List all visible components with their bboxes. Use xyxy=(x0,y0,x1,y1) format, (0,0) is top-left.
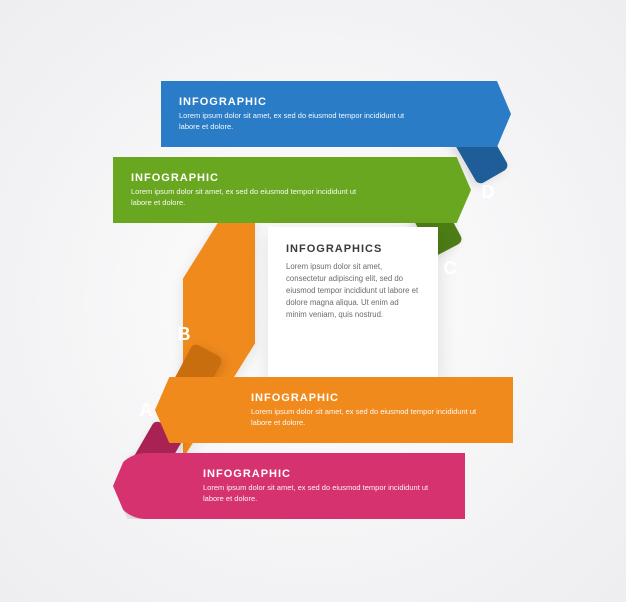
letter-D: D xyxy=(473,177,503,207)
infographic-stage: INFOGRAPHIC Lorem ipsum dolor sit amet, … xyxy=(73,81,553,521)
ribbon-B: INFOGRAPHIC Lorem ipsum dolor sit amet, … xyxy=(155,377,513,443)
ribbon-B-title: INFOGRAPHIC xyxy=(251,392,495,404)
letter-A: A xyxy=(131,395,161,425)
ribbon-A: INFOGRAPHIC Lorem ipsum dolor sit amet, … xyxy=(113,453,465,519)
ribbon-B-body: Lorem ipsum dolor sit amet, ex sed do ei… xyxy=(251,407,495,427)
ribbon-A-body: Lorem ipsum dolor sit amet, ex sed do ei… xyxy=(203,483,447,503)
ribbon-C: INFOGRAPHIC Lorem ipsum dolor sit amet, … xyxy=(113,157,471,223)
ribbon-D: INFOGRAPHIC Lorem ipsum dolor sit amet, … xyxy=(161,81,511,147)
ribbon-D-body: Lorem ipsum dolor sit amet, ex sed do ei… xyxy=(179,111,423,131)
center-title: INFOGRAPHICS xyxy=(286,243,420,255)
letter-B: B xyxy=(169,319,199,349)
ribbon-C-title: INFOGRAPHIC xyxy=(131,172,375,184)
ribbon-A-title: INFOGRAPHIC xyxy=(203,468,447,480)
ribbon-D-title: INFOGRAPHIC xyxy=(179,96,423,108)
ribbon-C-body: Lorem ipsum dolor sit amet, ex sed do ei… xyxy=(131,187,375,207)
center-card: INFOGRAPHICS Lorem ipsum dolor sit amet,… xyxy=(268,227,438,377)
center-body: Lorem ipsum dolor sit amet, consectetur … xyxy=(286,261,420,321)
letter-C: C xyxy=(435,253,465,283)
